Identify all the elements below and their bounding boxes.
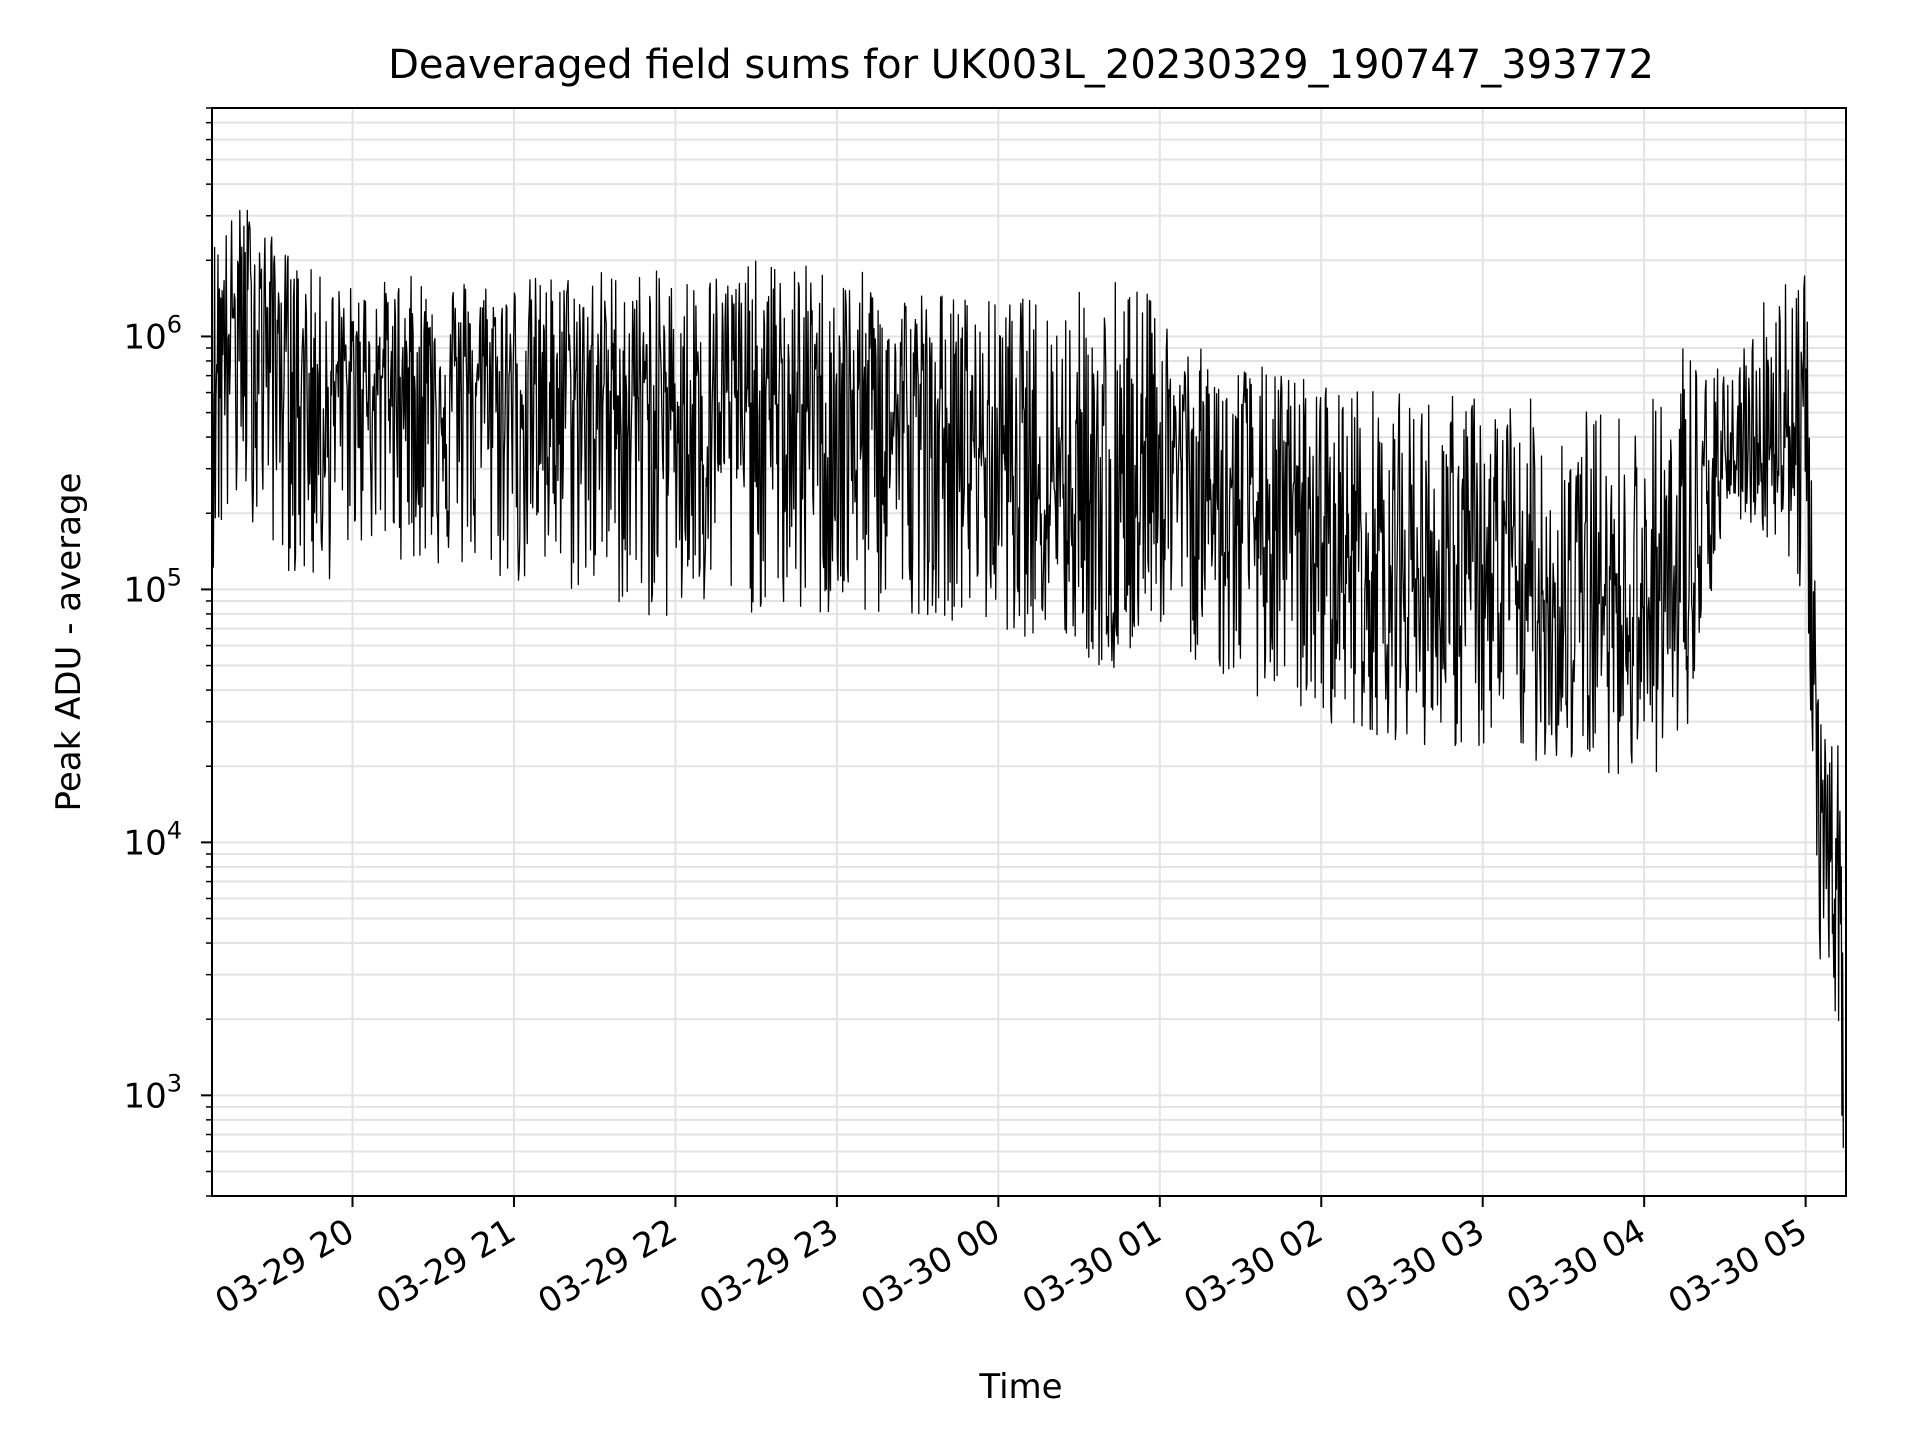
y-tick-label: 105 [123,563,182,610]
data-series [211,209,1844,1148]
plot-frame [211,107,1847,1197]
y-tick-label: 103 [123,1069,182,1116]
y-axis-label: Peak ADU - average [49,473,89,812]
y-tick-label: 106 [123,310,182,357]
x-axis-label: Time [978,1367,1062,1407]
y-tick-label: 104 [123,816,182,863]
chart-title: Deaveraged field sums for UK003L_2023032… [388,42,1654,88]
series-line [211,209,1844,1148]
